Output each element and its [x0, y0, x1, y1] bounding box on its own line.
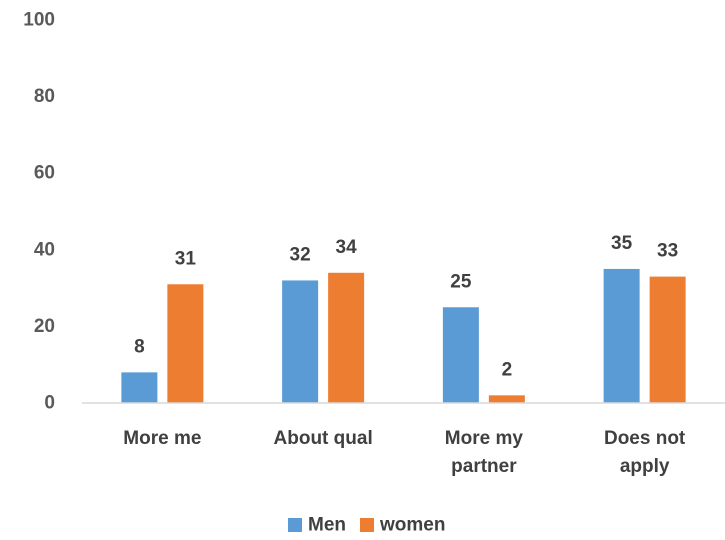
data-label: 35	[611, 233, 633, 254]
y-tick-label: 40	[34, 239, 55, 260]
bar-women-1	[328, 272, 365, 403]
bars	[121, 268, 686, 403]
data-label: 8	[134, 336, 145, 357]
x-tick-label: More me	[123, 428, 201, 449]
legend-label: Men	[308, 515, 346, 536]
bar-men-1	[282, 280, 319, 403]
bar-women-3	[649, 276, 686, 403]
y-tick-label: 20	[34, 316, 55, 337]
legend-swatch-men	[288, 518, 302, 532]
y-tick-label: 60	[34, 163, 55, 184]
x-tick-label: apply	[620, 456, 670, 477]
data-label: 31	[175, 248, 197, 269]
x-tick-label: More my	[445, 428, 524, 449]
data-label: 25	[450, 271, 472, 292]
x-axis: More me About qual More my partner Does not a…	[123, 428, 686, 477]
bar-women-2	[488, 395, 525, 403]
y-axis: 0 20 40 60 80 100	[23, 10, 55, 414]
legend-label: women	[379, 515, 445, 536]
bar-women-0	[167, 284, 204, 403]
data-label: 2	[502, 359, 513, 380]
bar-men-3	[603, 268, 640, 403]
data-label: 32	[290, 244, 311, 265]
y-tick-label: 80	[34, 86, 55, 107]
data-label: 34	[336, 237, 358, 258]
legend: Men women	[288, 515, 445, 536]
x-tick-label: Does not	[604, 428, 686, 449]
bar-men-0	[121, 372, 158, 403]
legend-swatch-women	[360, 518, 374, 532]
x-tick-label: About qual	[274, 428, 373, 449]
data-labels: 8 31 32 34 25 2 35 33	[134, 233, 678, 380]
y-tick-label: 100	[23, 10, 55, 31]
bar-men-2	[442, 307, 479, 403]
data-label: 33	[657, 241, 678, 262]
x-tick-label: partner	[451, 456, 517, 477]
y-tick-label: 0	[44, 393, 55, 414]
